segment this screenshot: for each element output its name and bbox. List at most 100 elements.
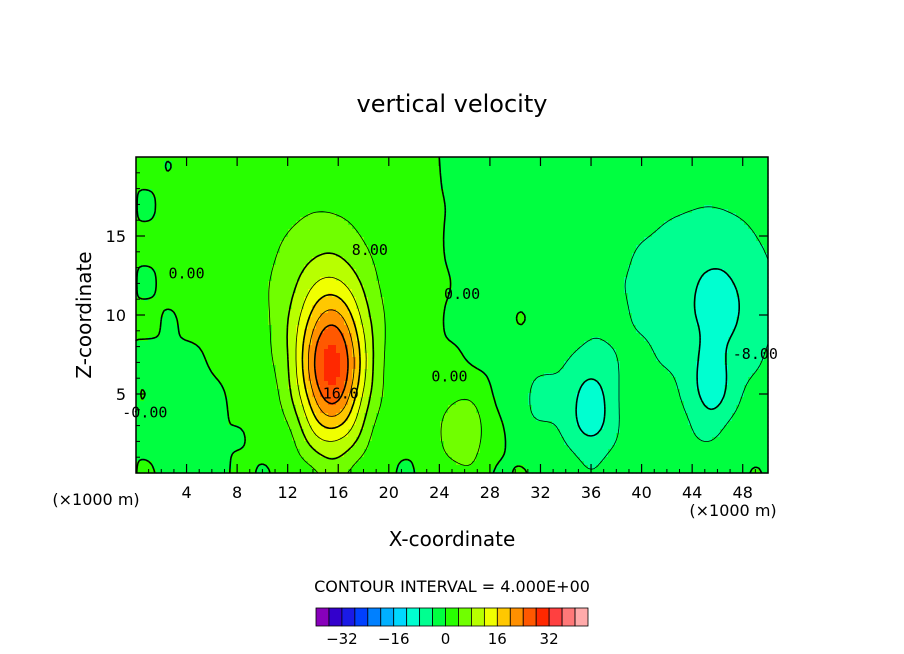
field-cell: [336, 321, 341, 326]
field-cell: [152, 169, 157, 174]
field-cell: [348, 233, 353, 238]
field-cell: [152, 445, 157, 450]
field-cell: [240, 437, 245, 442]
field-cell: [300, 213, 305, 218]
field-cell: [380, 197, 385, 202]
field-cell: [332, 161, 337, 166]
field-cell: [232, 305, 237, 310]
field-cell: [224, 441, 229, 446]
field-cell: [180, 285, 185, 290]
field-cell: [144, 413, 149, 418]
field-cell: [188, 269, 193, 274]
field-cell: [268, 433, 273, 438]
field-cell: [232, 185, 237, 190]
field-cell: [160, 213, 165, 218]
field-cell: [260, 201, 265, 206]
field-cell: [288, 189, 293, 194]
field-cell: [292, 445, 297, 450]
field-cell: [204, 397, 209, 402]
field-cell: [176, 357, 181, 362]
field-cell: [280, 429, 285, 434]
field-cell: [164, 221, 169, 226]
field-cell: [176, 429, 181, 434]
field-cell: [260, 257, 265, 262]
field-cell: [284, 157, 289, 162]
field-cell: [140, 353, 145, 358]
field-cell: [252, 297, 257, 302]
field-cell: [180, 189, 185, 194]
field-cell: [156, 233, 161, 238]
field-cell: [228, 389, 233, 394]
field-cell: [176, 293, 181, 298]
field-cell: [228, 369, 233, 374]
field-cell: [236, 413, 241, 418]
field-cell: [372, 313, 377, 318]
field-cell: [368, 217, 373, 222]
field-cell: [280, 305, 285, 310]
field-cell: [296, 249, 301, 254]
field-cell: [244, 353, 249, 358]
field-cell: [340, 269, 345, 274]
field-cell: [160, 185, 165, 190]
field-cell: [208, 253, 213, 258]
field-cell: [384, 369, 389, 374]
field-cell: [384, 169, 389, 174]
field-cell: [372, 401, 377, 406]
field-cell: [204, 429, 209, 434]
field-cell: [336, 361, 341, 366]
field-cell: [160, 413, 165, 418]
field-cell: [336, 201, 341, 206]
field-cell: [268, 345, 273, 350]
field-cell: [208, 433, 213, 438]
field-cell: [288, 197, 293, 202]
field-cell: [336, 357, 341, 362]
field-cell: [256, 361, 261, 366]
field-cell: [316, 373, 321, 378]
field-cell: [256, 185, 261, 190]
field-cell: [312, 389, 317, 394]
field-cell: [164, 381, 169, 386]
field-cell: [308, 309, 313, 314]
field-cell: [248, 329, 253, 334]
field-cell: [252, 349, 257, 354]
field-cell: [160, 393, 165, 398]
field-cell: [156, 341, 161, 346]
field-cell: [376, 185, 381, 190]
field-cell: [212, 185, 217, 190]
field-cell: [344, 173, 349, 178]
field-cell: [304, 193, 309, 198]
field-cell: [192, 281, 197, 286]
field-cell: [356, 301, 361, 306]
field-cell: [352, 461, 357, 466]
field-cell: [348, 321, 353, 326]
field-cell: [320, 217, 325, 222]
field-cell: [216, 205, 221, 210]
field-cell: [352, 445, 357, 450]
field-cell: [180, 421, 185, 426]
field-cell: [236, 197, 241, 202]
field-cell: [196, 313, 201, 318]
field-cell: [324, 253, 329, 258]
field-cell: [232, 401, 237, 406]
field-cell: [144, 237, 149, 242]
field-cell: [364, 369, 369, 374]
field-cell: [208, 385, 213, 390]
field-cell: [372, 433, 377, 438]
field-cell: [220, 345, 225, 350]
field-cell: [212, 237, 217, 242]
field-cell: [144, 325, 149, 330]
field-cell: [324, 277, 329, 282]
field-cell: [380, 421, 385, 426]
field-cell: [340, 305, 345, 310]
field-cell: [172, 213, 177, 218]
field-cell: [384, 245, 389, 250]
field-cell: [308, 345, 313, 350]
field-cell: [372, 405, 377, 410]
field-cell: [304, 213, 309, 218]
field-cell: [180, 161, 185, 166]
field-cell: [384, 281, 389, 286]
field-cell: [280, 165, 285, 170]
field-cell: [292, 429, 297, 434]
field-cell: [248, 421, 253, 426]
field-cell: [204, 245, 209, 250]
